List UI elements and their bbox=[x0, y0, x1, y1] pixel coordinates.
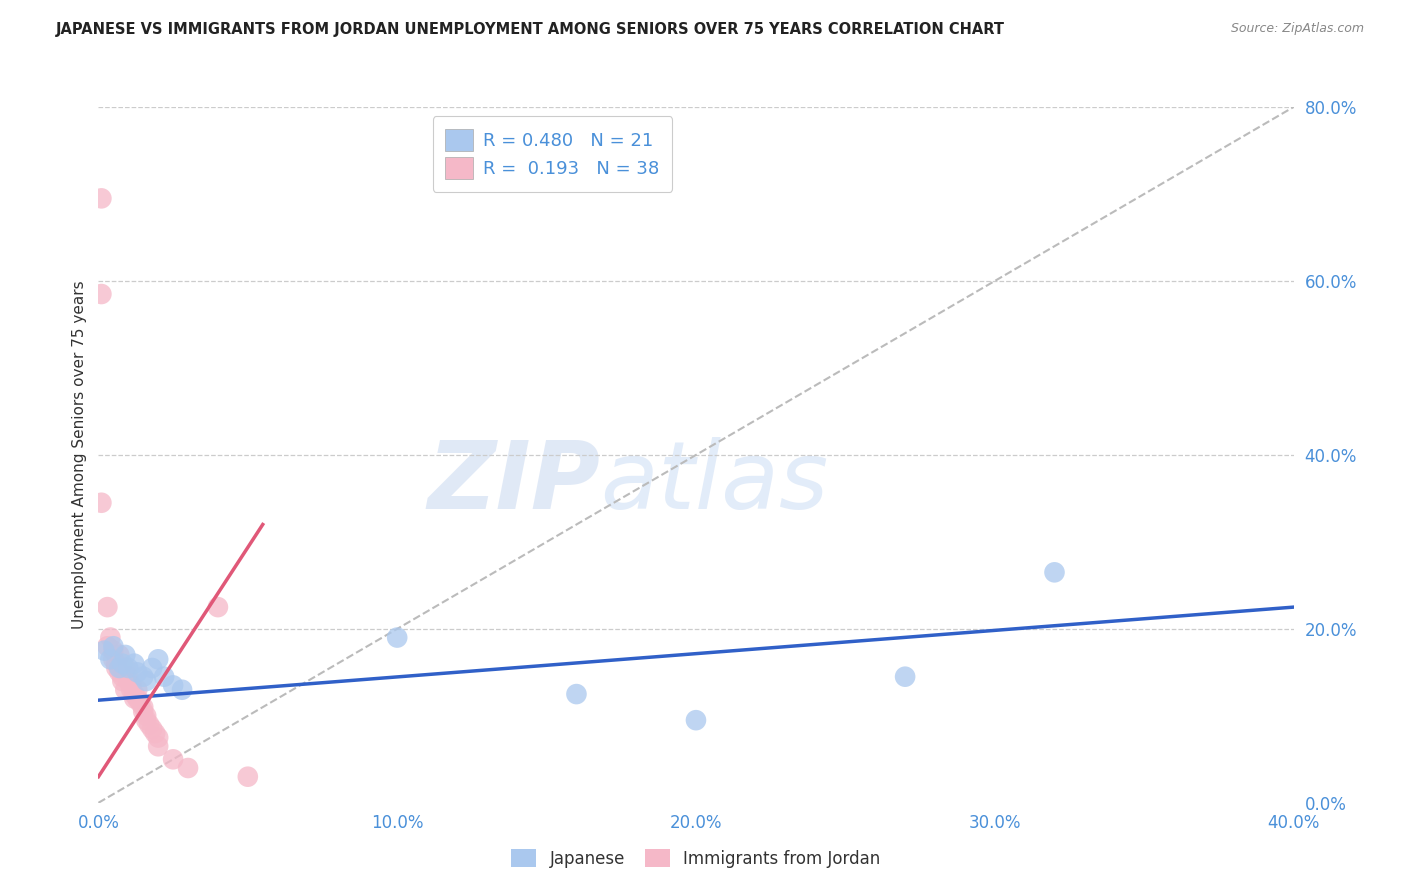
Point bbox=[565, 687, 588, 701]
Point bbox=[132, 670, 155, 684]
Point bbox=[148, 652, 170, 666]
Point bbox=[93, 643, 115, 657]
Point bbox=[90, 287, 112, 301]
Point bbox=[114, 682, 136, 697]
Point bbox=[127, 691, 149, 706]
Point bbox=[153, 670, 176, 684]
Point bbox=[135, 674, 157, 689]
Point bbox=[117, 670, 139, 684]
Point bbox=[96, 600, 118, 615]
Point bbox=[105, 657, 128, 671]
Point bbox=[685, 713, 707, 727]
Point bbox=[127, 682, 149, 697]
Point bbox=[141, 661, 163, 675]
Point bbox=[114, 661, 136, 675]
Point bbox=[132, 700, 155, 714]
Text: atlas: atlas bbox=[600, 437, 828, 528]
Point bbox=[103, 639, 125, 653]
Point bbox=[148, 739, 170, 754]
Point bbox=[129, 696, 152, 710]
Y-axis label: Unemployment Among Seniors over 75 years: Unemployment Among Seniors over 75 years bbox=[72, 281, 87, 629]
Point bbox=[385, 631, 409, 645]
Point bbox=[236, 770, 259, 784]
Point bbox=[143, 726, 166, 740]
Point bbox=[100, 631, 122, 645]
Point bbox=[138, 717, 160, 731]
Point bbox=[135, 713, 157, 727]
Point bbox=[111, 670, 134, 684]
Point bbox=[96, 639, 118, 653]
Point bbox=[177, 761, 200, 775]
Legend: Japanese, Immigrants from Jordan: Japanese, Immigrants from Jordan bbox=[505, 842, 887, 874]
Point bbox=[111, 674, 134, 689]
Point bbox=[124, 691, 146, 706]
Point bbox=[105, 661, 128, 675]
Point bbox=[90, 496, 112, 510]
Point bbox=[162, 752, 184, 766]
Text: Source: ZipAtlas.com: Source: ZipAtlas.com bbox=[1230, 22, 1364, 36]
Point bbox=[148, 731, 170, 745]
Point bbox=[141, 722, 163, 736]
Point bbox=[172, 682, 194, 697]
Point bbox=[132, 705, 155, 719]
Point bbox=[120, 682, 142, 697]
Point bbox=[124, 687, 146, 701]
Point bbox=[162, 678, 184, 692]
Text: ZIP: ZIP bbox=[427, 437, 600, 529]
Point bbox=[103, 643, 125, 657]
Point bbox=[108, 661, 131, 675]
Point bbox=[894, 670, 917, 684]
Point bbox=[108, 648, 131, 662]
Point bbox=[135, 708, 157, 723]
Point bbox=[114, 648, 136, 662]
Point bbox=[120, 678, 142, 692]
Point bbox=[100, 652, 122, 666]
Point bbox=[111, 657, 134, 671]
Point bbox=[103, 652, 125, 666]
Point bbox=[1043, 566, 1066, 580]
Point bbox=[90, 191, 112, 205]
Point bbox=[117, 661, 139, 675]
Point bbox=[207, 600, 229, 615]
Point bbox=[117, 674, 139, 689]
Point bbox=[124, 657, 146, 671]
Point bbox=[127, 665, 149, 680]
Point bbox=[108, 665, 131, 680]
Text: JAPANESE VS IMMIGRANTS FROM JORDAN UNEMPLOYMENT AMONG SENIORS OVER 75 YEARS CORR: JAPANESE VS IMMIGRANTS FROM JORDAN UNEMP… bbox=[56, 22, 1005, 37]
